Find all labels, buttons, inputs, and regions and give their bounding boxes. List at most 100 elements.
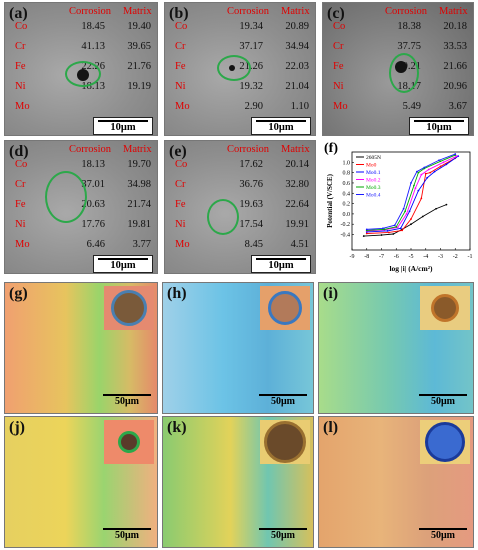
data-point — [386, 230, 389, 232]
y-tick-label: 0.8 — [343, 171, 351, 177]
scale-label: 10μm — [268, 122, 294, 133]
pit-inset-dot — [431, 294, 459, 322]
data-point — [438, 159, 440, 162]
element-label: Cr — [333, 41, 344, 52]
data-point — [455, 155, 458, 158]
matrix-value: 19.70 — [127, 159, 151, 170]
panel-label: (j) — [9, 419, 25, 436]
data-point — [393, 224, 396, 227]
y-tick-label: -0.2 — [341, 222, 351, 228]
matrix-header: Matrix — [123, 144, 152, 155]
matrix-value: 21.74 — [127, 199, 151, 210]
legend-label: Mo0.3 — [366, 185, 381, 191]
matrix-value: 22.03 — [285, 61, 309, 72]
y-tick-label: 1.0 — [343, 160, 351, 166]
series-line-2605N — [363, 204, 447, 237]
pit-highlight-ring — [207, 199, 239, 235]
matrix-value: 39.65 — [127, 41, 151, 52]
corrosion-value: 5.49 — [402, 101, 421, 112]
element-label: Fe — [333, 61, 344, 72]
corrosion-value: 18.38 — [397, 21, 421, 32]
panel-label: (f) — [324, 141, 338, 156]
element-label: Mo — [15, 101, 30, 112]
corrosion-value: 36.76 — [239, 179, 263, 190]
data-point — [442, 161, 445, 164]
scale-label: 50μm — [271, 530, 295, 541]
sem-panel-e: (e) Corrosion Matrix Co 17.62 20.14 Cr 36.76 32.… — [164, 140, 316, 274]
x-tick-label: -2 — [453, 254, 458, 260]
corrosion-value: 17.76 — [81, 219, 105, 230]
scale-bar — [256, 258, 306, 260]
corrosion-value: 37.01 — [81, 179, 105, 190]
pit-inset-image — [260, 420, 310, 464]
data-point — [380, 234, 383, 236]
legend-label: Mo0.1 — [366, 170, 381, 176]
matrix-value: 19.19 — [127, 81, 151, 92]
micrograph-k: (k) 50μm — [162, 416, 314, 548]
legend-label: 2605N — [366, 155, 381, 161]
scale-label: 50μm — [431, 530, 455, 541]
element-label: Ni — [15, 219, 26, 230]
pit-inset-image — [420, 420, 470, 464]
data-point — [433, 170, 436, 173]
pit-inset-dot — [264, 421, 306, 463]
element-label: Ni — [333, 81, 344, 92]
data-point — [457, 155, 460, 158]
micrograph-h: (h) 50μm — [162, 282, 314, 414]
element-label: Mo — [15, 239, 30, 250]
matrix-value: 19.91 — [285, 219, 309, 230]
corrosion-value: 2.90 — [244, 101, 263, 112]
scale-bar-group: 50μm — [419, 393, 467, 407]
scale-label: 50μm — [115, 396, 139, 407]
element-label: Cr — [175, 41, 186, 52]
element-label: Co — [175, 159, 188, 170]
pit-inset-image — [260, 286, 310, 330]
data-point — [387, 231, 390, 234]
scale-bar — [259, 528, 307, 530]
element-label: Cr — [15, 179, 26, 190]
scale-bar-box: 10μm — [251, 117, 311, 135]
corrosion-value: 18.13 — [81, 159, 105, 170]
data-point — [417, 171, 420, 174]
y-tick-label: 0.4 — [343, 191, 351, 197]
element-label: Ni — [15, 81, 26, 92]
element-label: Co — [333, 21, 346, 32]
pit-inset-image — [420, 286, 470, 330]
data-point — [404, 210, 406, 213]
x-tick-label: -5 — [409, 254, 414, 260]
matrix-value: 20.18 — [443, 21, 467, 32]
data-point — [395, 225, 398, 228]
corrosion-header: Corrosion — [69, 6, 111, 17]
data-point — [402, 207, 405, 210]
y-tick-label: 0.6 — [343, 181, 351, 187]
scale-label: 10μm — [268, 260, 294, 271]
corrosion-value: 37.17 — [239, 41, 263, 52]
data-point — [426, 176, 429, 179]
element-label: Co — [175, 21, 188, 32]
scale-bar — [103, 528, 151, 530]
x-tick-label: -4 — [423, 254, 428, 260]
x-tick-label: -6 — [394, 254, 399, 260]
x-tick-label: -7 — [379, 254, 384, 260]
pit-inset-dot — [268, 291, 302, 325]
panel-label: (b) — [169, 5, 189, 22]
scale-bar — [98, 120, 148, 122]
data-point — [416, 170, 418, 173]
legend-label: Mo0.2 — [366, 178, 381, 184]
sem-panel-b: (b) Corrosion Matrix Co 19.34 20.89 Cr 37.17 34.… — [164, 2, 316, 136]
data-point — [396, 226, 399, 229]
scale-bar-group: 50μm — [103, 527, 151, 541]
matrix-value: 22.64 — [285, 199, 309, 210]
x-tick-label: -1 — [468, 254, 473, 260]
data-point — [401, 229, 404, 232]
panel-label: (a) — [9, 5, 28, 22]
sem-panel-a: (a) Corrosion Matrix Co 18.45 19.40 Cr 41.13 39.… — [4, 2, 158, 136]
panel-label: (l) — [323, 419, 339, 436]
data-point — [424, 172, 427, 175]
scale-bar — [103, 394, 151, 396]
data-point — [427, 168, 430, 171]
data-point — [392, 233, 395, 235]
x-tick-label: -9 — [350, 254, 355, 260]
corrosion-value: 18.13 — [81, 81, 105, 92]
matrix-value: 1.10 — [290, 101, 309, 112]
